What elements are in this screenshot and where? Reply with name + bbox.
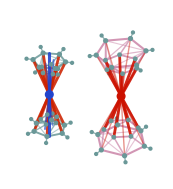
Circle shape: [135, 67, 139, 70]
Circle shape: [50, 118, 53, 122]
Circle shape: [49, 63, 53, 66]
Circle shape: [144, 49, 148, 53]
Circle shape: [151, 48, 154, 51]
Circle shape: [108, 72, 111, 75]
Circle shape: [25, 57, 28, 60]
Circle shape: [44, 123, 48, 126]
Circle shape: [62, 48, 65, 50]
Circle shape: [100, 34, 103, 37]
Circle shape: [41, 71, 45, 75]
Circle shape: [110, 119, 113, 122]
Circle shape: [137, 126, 140, 129]
Circle shape: [30, 118, 33, 121]
Circle shape: [131, 31, 134, 34]
Circle shape: [142, 144, 146, 148]
Circle shape: [124, 161, 127, 164]
Circle shape: [45, 142, 48, 144]
Circle shape: [71, 61, 74, 64]
Circle shape: [54, 121, 58, 125]
Circle shape: [110, 66, 114, 69]
Circle shape: [39, 46, 42, 48]
Circle shape: [57, 73, 59, 76]
Circle shape: [104, 39, 108, 43]
Circle shape: [51, 112, 54, 115]
Circle shape: [121, 72, 124, 75]
Circle shape: [129, 135, 133, 138]
Circle shape: [129, 37, 132, 40]
Circle shape: [41, 51, 45, 55]
Circle shape: [112, 136, 116, 139]
Circle shape: [105, 68, 109, 71]
Circle shape: [145, 125, 147, 128]
Circle shape: [46, 113, 49, 116]
Circle shape: [139, 129, 143, 133]
Circle shape: [90, 131, 93, 133]
Circle shape: [55, 115, 58, 119]
Circle shape: [139, 69, 142, 72]
Circle shape: [34, 71, 37, 74]
Circle shape: [117, 92, 125, 100]
Circle shape: [37, 65, 41, 69]
Circle shape: [69, 121, 72, 124]
Circle shape: [45, 91, 53, 98]
Circle shape: [51, 73, 54, 76]
Circle shape: [66, 136, 69, 139]
Circle shape: [39, 118, 42, 121]
Circle shape: [127, 118, 130, 122]
Circle shape: [123, 154, 126, 158]
Circle shape: [60, 131, 64, 135]
Circle shape: [32, 129, 36, 133]
Circle shape: [26, 132, 29, 135]
Circle shape: [149, 147, 152, 150]
Circle shape: [116, 123, 120, 127]
Circle shape: [31, 58, 35, 61]
Circle shape: [40, 65, 43, 69]
Circle shape: [118, 53, 121, 57]
Circle shape: [115, 117, 118, 120]
Circle shape: [94, 53, 98, 57]
Circle shape: [54, 67, 57, 70]
Circle shape: [88, 55, 91, 57]
Circle shape: [102, 128, 106, 131]
Circle shape: [34, 121, 38, 125]
Circle shape: [96, 133, 100, 136]
Circle shape: [64, 60, 67, 64]
Circle shape: [104, 58, 107, 62]
Circle shape: [95, 153, 98, 155]
Circle shape: [56, 67, 60, 70]
Circle shape: [63, 123, 66, 127]
Circle shape: [45, 135, 49, 138]
Circle shape: [134, 57, 137, 60]
Circle shape: [57, 52, 61, 56]
Circle shape: [135, 63, 138, 67]
Circle shape: [99, 148, 103, 152]
